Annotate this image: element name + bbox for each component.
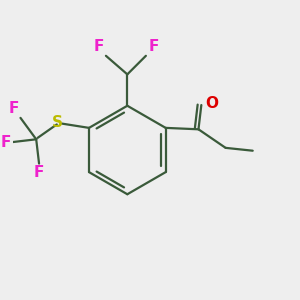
Text: F: F bbox=[148, 39, 158, 54]
Text: O: O bbox=[206, 96, 219, 111]
Text: F: F bbox=[93, 39, 103, 54]
Text: S: S bbox=[52, 115, 63, 130]
Text: F: F bbox=[0, 135, 11, 150]
Text: F: F bbox=[9, 101, 19, 116]
Text: F: F bbox=[34, 165, 44, 180]
